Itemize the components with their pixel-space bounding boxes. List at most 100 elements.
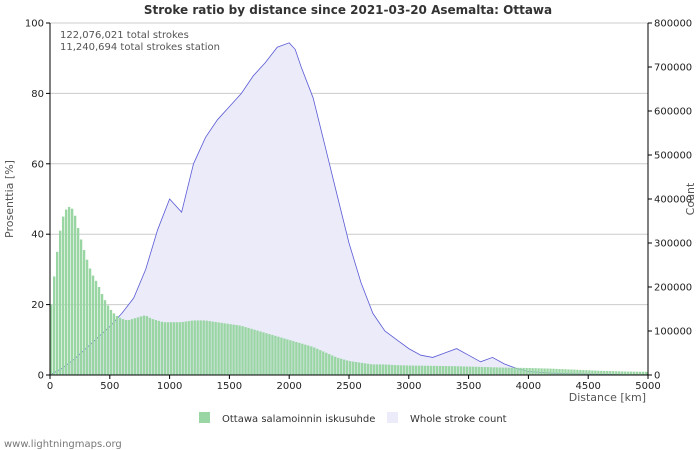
ratio-bar [157,320,161,375]
ratio-bar [148,317,152,375]
y-left-tick-label: 60 [31,159,44,170]
x-tick-label: 0 [47,381,53,392]
ratio-bar [351,361,355,375]
ratio-bar [304,344,307,375]
ratio-bar [190,320,193,375]
ratio-bar [594,370,597,375]
ratio-bar [627,371,630,375]
ratio-bar [196,320,199,375]
ratio-bar [489,367,492,375]
y-right-tick-label: 200000 [654,283,692,294]
y-left-axis-label: Prosenttia [%] [3,160,16,238]
ratio-bar [280,337,283,375]
ratio-bar [495,367,498,375]
ratio-bar [124,320,128,375]
ratio-bar [450,366,454,375]
ratio-bar [106,305,110,375]
ratio-bar [268,334,271,375]
x-tick-label: 4500 [575,381,600,392]
ratio-bar [567,369,570,375]
ratio-bar [630,371,633,375]
ratio-bar [429,365,433,375]
ratio-bar [579,369,582,375]
ratio-bar [256,330,259,375]
ratio-bar [115,316,119,375]
ratio-bar [600,370,603,375]
ratio-bar [414,365,418,375]
x-tick-label: 1500 [217,381,242,392]
y-left-tick-label: 100 [25,19,44,30]
ratio-bar [145,316,149,375]
ratio-bar [408,365,412,375]
ratio-bar [366,363,370,375]
ratio-bar [438,365,442,375]
ratio-bar [76,228,80,375]
ratio-bar [558,368,561,375]
series-whole-stroke-count-area [50,42,648,376]
ratio-bar [286,339,289,375]
ratio-bar [357,362,361,375]
ratio-bar [265,333,268,375]
ratio-bar [250,328,253,375]
ratio-bar [483,367,486,375]
ratio-bar [337,357,340,375]
ratio-bar [334,356,337,375]
y-right-tick-label: 600000 [654,107,692,118]
ratio-bar [471,366,474,375]
x-tick-label: 1000 [157,381,182,392]
ratio-bar [349,361,352,375]
ratio-bar [253,329,256,375]
ratio-bar [432,365,436,375]
x-tick-label: 5000 [635,381,660,392]
ratio-bar [609,371,612,375]
ratio-bar [459,366,463,375]
ratio-bar [100,294,104,375]
ratio-bar [346,360,349,375]
ratio-bar [136,317,140,375]
ratio-bar [103,300,107,375]
x-tick-label: 2500 [336,381,361,392]
ratio-bar [642,371,645,375]
x-tick-label: 4000 [516,381,541,392]
ratio-bar [340,358,343,375]
ratio-bar [411,365,415,375]
ratio-bar [534,368,537,375]
ratio-bar [537,368,540,375]
ratio-bar [402,365,406,375]
ratio-bar [70,208,74,375]
ratio-bar [88,268,92,375]
ratio-bar [175,322,178,375]
ratio-bar [384,364,388,375]
ratio-bar [354,362,358,375]
ratio-bar [214,321,217,375]
ratio-bar [82,250,86,375]
ratio-bar [549,368,552,375]
ratio-bar [160,321,164,375]
y-right-axis-label: Count [684,182,697,215]
ratio-bar [223,323,226,375]
ratio-bar [58,230,62,375]
info-total-strokes: 122,076,021 total strokes [60,30,189,41]
y-left-tick-label: 0 [38,371,44,382]
x-tick-label: 3500 [456,381,481,392]
ratio-bar [474,366,477,375]
ratio-bar [211,321,214,375]
ratio-bar [597,370,600,375]
ratio-bar [73,215,77,375]
ratio-bar [393,365,397,375]
ratio-bar [624,371,627,375]
ratio-bar [480,366,483,375]
ratio-bar [163,322,167,375]
ratio-bar [193,320,196,375]
ratio-bar [202,320,205,375]
info-station-strokes: 11,240,694 total strokes station [60,42,220,53]
ratio-bar [633,371,636,375]
legend-swatch-ratio [199,412,210,423]
ratio-bar [289,340,292,375]
ratio-bar [504,367,507,375]
ratio-bar [310,346,313,375]
y-right-tick-label: 500000 [654,151,692,162]
ratio-bar [552,368,555,375]
ratio-bar [139,316,143,375]
